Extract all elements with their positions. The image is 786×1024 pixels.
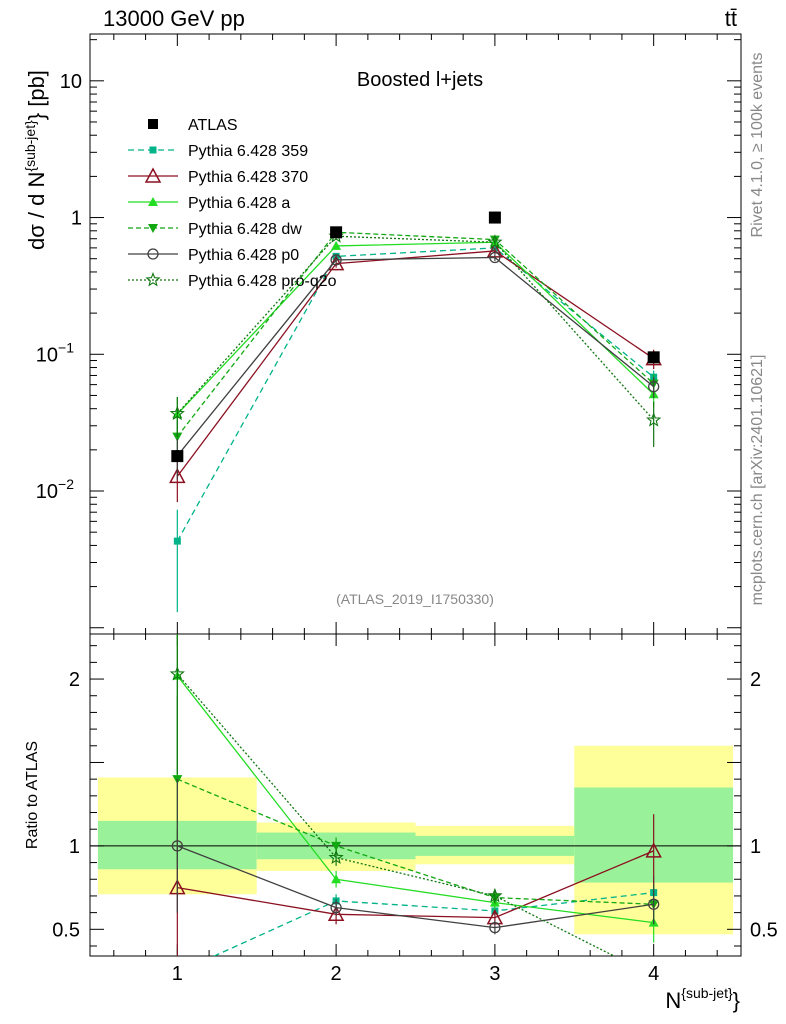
data-point	[330, 226, 343, 239]
ratio-series-point	[328, 849, 344, 864]
y-axis-title-unit: } [pb]	[24, 70, 49, 120]
ratio-series-point	[487, 887, 503, 903]
process-label: tt̄	[725, 6, 737, 31]
ratio-series-line	[177, 850, 654, 919]
ratio-y-tick-label-right: 2	[750, 669, 761, 691]
legend-marker	[145, 271, 161, 287]
series-line	[176, 235, 655, 421]
x-axis-title-sup: {sub-jet}	[681, 985, 733, 1001]
legend-label: ATLAS	[188, 117, 238, 134]
series-point	[330, 254, 342, 266]
mcplots-label: mcplots.cern.ch [arXiv:2401.10621]	[749, 355, 766, 606]
ratio-y-tick-label-right: 1	[750, 836, 761, 858]
x-tick-label: 1	[172, 963, 183, 985]
series-point	[169, 405, 185, 421]
legend-label: Pythia 6.428 a	[188, 195, 290, 212]
ratio-y-tick-label-left: 0.5	[52, 919, 80, 941]
tick-label-exponent: −2	[58, 476, 74, 492]
legend-marker	[148, 224, 158, 233]
y-axis-title-main: dσ / d N	[24, 172, 49, 250]
data-point	[488, 211, 501, 224]
legend-label: Pythia 6.428 359	[188, 143, 308, 160]
tick-label-base: 10	[36, 344, 58, 366]
ratio-series-group	[169, 634, 662, 956]
series-line	[176, 256, 655, 457]
main-y-tick-label: 1	[71, 208, 82, 230]
ratio-series-line	[177, 778, 654, 905]
ratio-series-point	[331, 874, 342, 884]
x-tick-label: 2	[331, 963, 342, 985]
legend-marker	[147, 248, 159, 260]
ratio-y-tick-label-left: 1	[69, 836, 80, 858]
legend: ATLAS Pythia 6.428 359 Pythia 6.428 370 Pyt…	[128, 117, 337, 290]
ratio-series-point	[169, 665, 185, 681]
ratio-y-axis-title: Ratio to ATLAS	[24, 741, 41, 849]
main-y-axis-title: dσ / d N{sub-jet}} [pb]	[22, 70, 49, 250]
x-tick-label: 4	[648, 963, 659, 985]
series-point	[169, 467, 186, 484]
tick-label-base: 10	[60, 71, 82, 93]
series-line	[176, 241, 655, 415]
legend-label: Pythia 6.428 370	[188, 169, 308, 186]
ratio-panel: 0.5 0.5 1 1 2 2 1 2 3 4 Ratio to ATLAS N{sub-jet}…	[24, 633, 778, 1013]
ratio-series-point	[648, 898, 660, 910]
ratio-series-line	[176, 675, 654, 924]
ratio-series-point	[489, 921, 501, 934]
y-axis-title-sup: {sub-jet}	[22, 120, 38, 172]
series-line	[176, 247, 655, 542]
rivet-label: Rivet 4.1.0, ≥ 100k events	[749, 53, 766, 238]
tick-label-exponent: −1	[58, 339, 74, 355]
series-point	[172, 432, 183, 442]
ratio-series-point	[330, 901, 342, 914]
tick-label-base: 10	[36, 481, 58, 503]
legend-marker	[144, 167, 162, 183]
data-point	[647, 351, 660, 364]
legend-label: Pythia 6.428 pro-q2o	[188, 273, 337, 290]
x-axis-title-close: }	[733, 988, 740, 1013]
main-y-tick-label: 10	[60, 71, 82, 93]
ratio-series-point	[645, 842, 662, 858]
analysis-label: (ATLAS_2019_I1750330)	[336, 591, 494, 607]
x-axis-title: N{sub-jet}}	[665, 985, 740, 1013]
series-point	[173, 537, 181, 545]
tick-label-base: 1	[71, 208, 82, 230]
ratio-y-tick-label-right: 0.5	[750, 919, 778, 941]
series-point	[487, 234, 503, 249]
ratio-series-point	[171, 840, 183, 852]
series-point	[646, 412, 662, 427]
ratio-y-tick-label-left: 2	[69, 669, 80, 691]
ratio-frame	[89, 633, 742, 957]
legend-label: Pythia 6.428 dw	[188, 221, 302, 238]
series-point	[489, 251, 501, 264]
data-point	[171, 450, 184, 463]
chart-title: Boosted l+jets	[357, 69, 483, 91]
legend-marker	[149, 146, 157, 154]
series-point	[648, 380, 660, 393]
legend-marker	[148, 197, 158, 206]
ratio-series-line	[176, 673, 616, 956]
ratio-series-line	[212, 891, 654, 956]
energy-label: 13000 GeV pp	[103, 6, 245, 31]
x-axis-title-main: N	[665, 988, 681, 1013]
legend-marker	[148, 119, 158, 129]
series-line	[176, 231, 655, 438]
legend-label: Pythia 6.428 p0	[188, 247, 299, 264]
x-tick-label: 3	[489, 963, 500, 985]
main-y-tick-label: 10−1	[36, 339, 74, 366]
main-y-tick-label: 10−2	[36, 476, 74, 503]
ratio-series-point	[331, 841, 342, 851]
series-line	[176, 250, 655, 477]
ratio-series-line	[177, 845, 654, 929]
ratio-series-point	[327, 905, 345, 922]
series-point	[331, 240, 342, 250]
